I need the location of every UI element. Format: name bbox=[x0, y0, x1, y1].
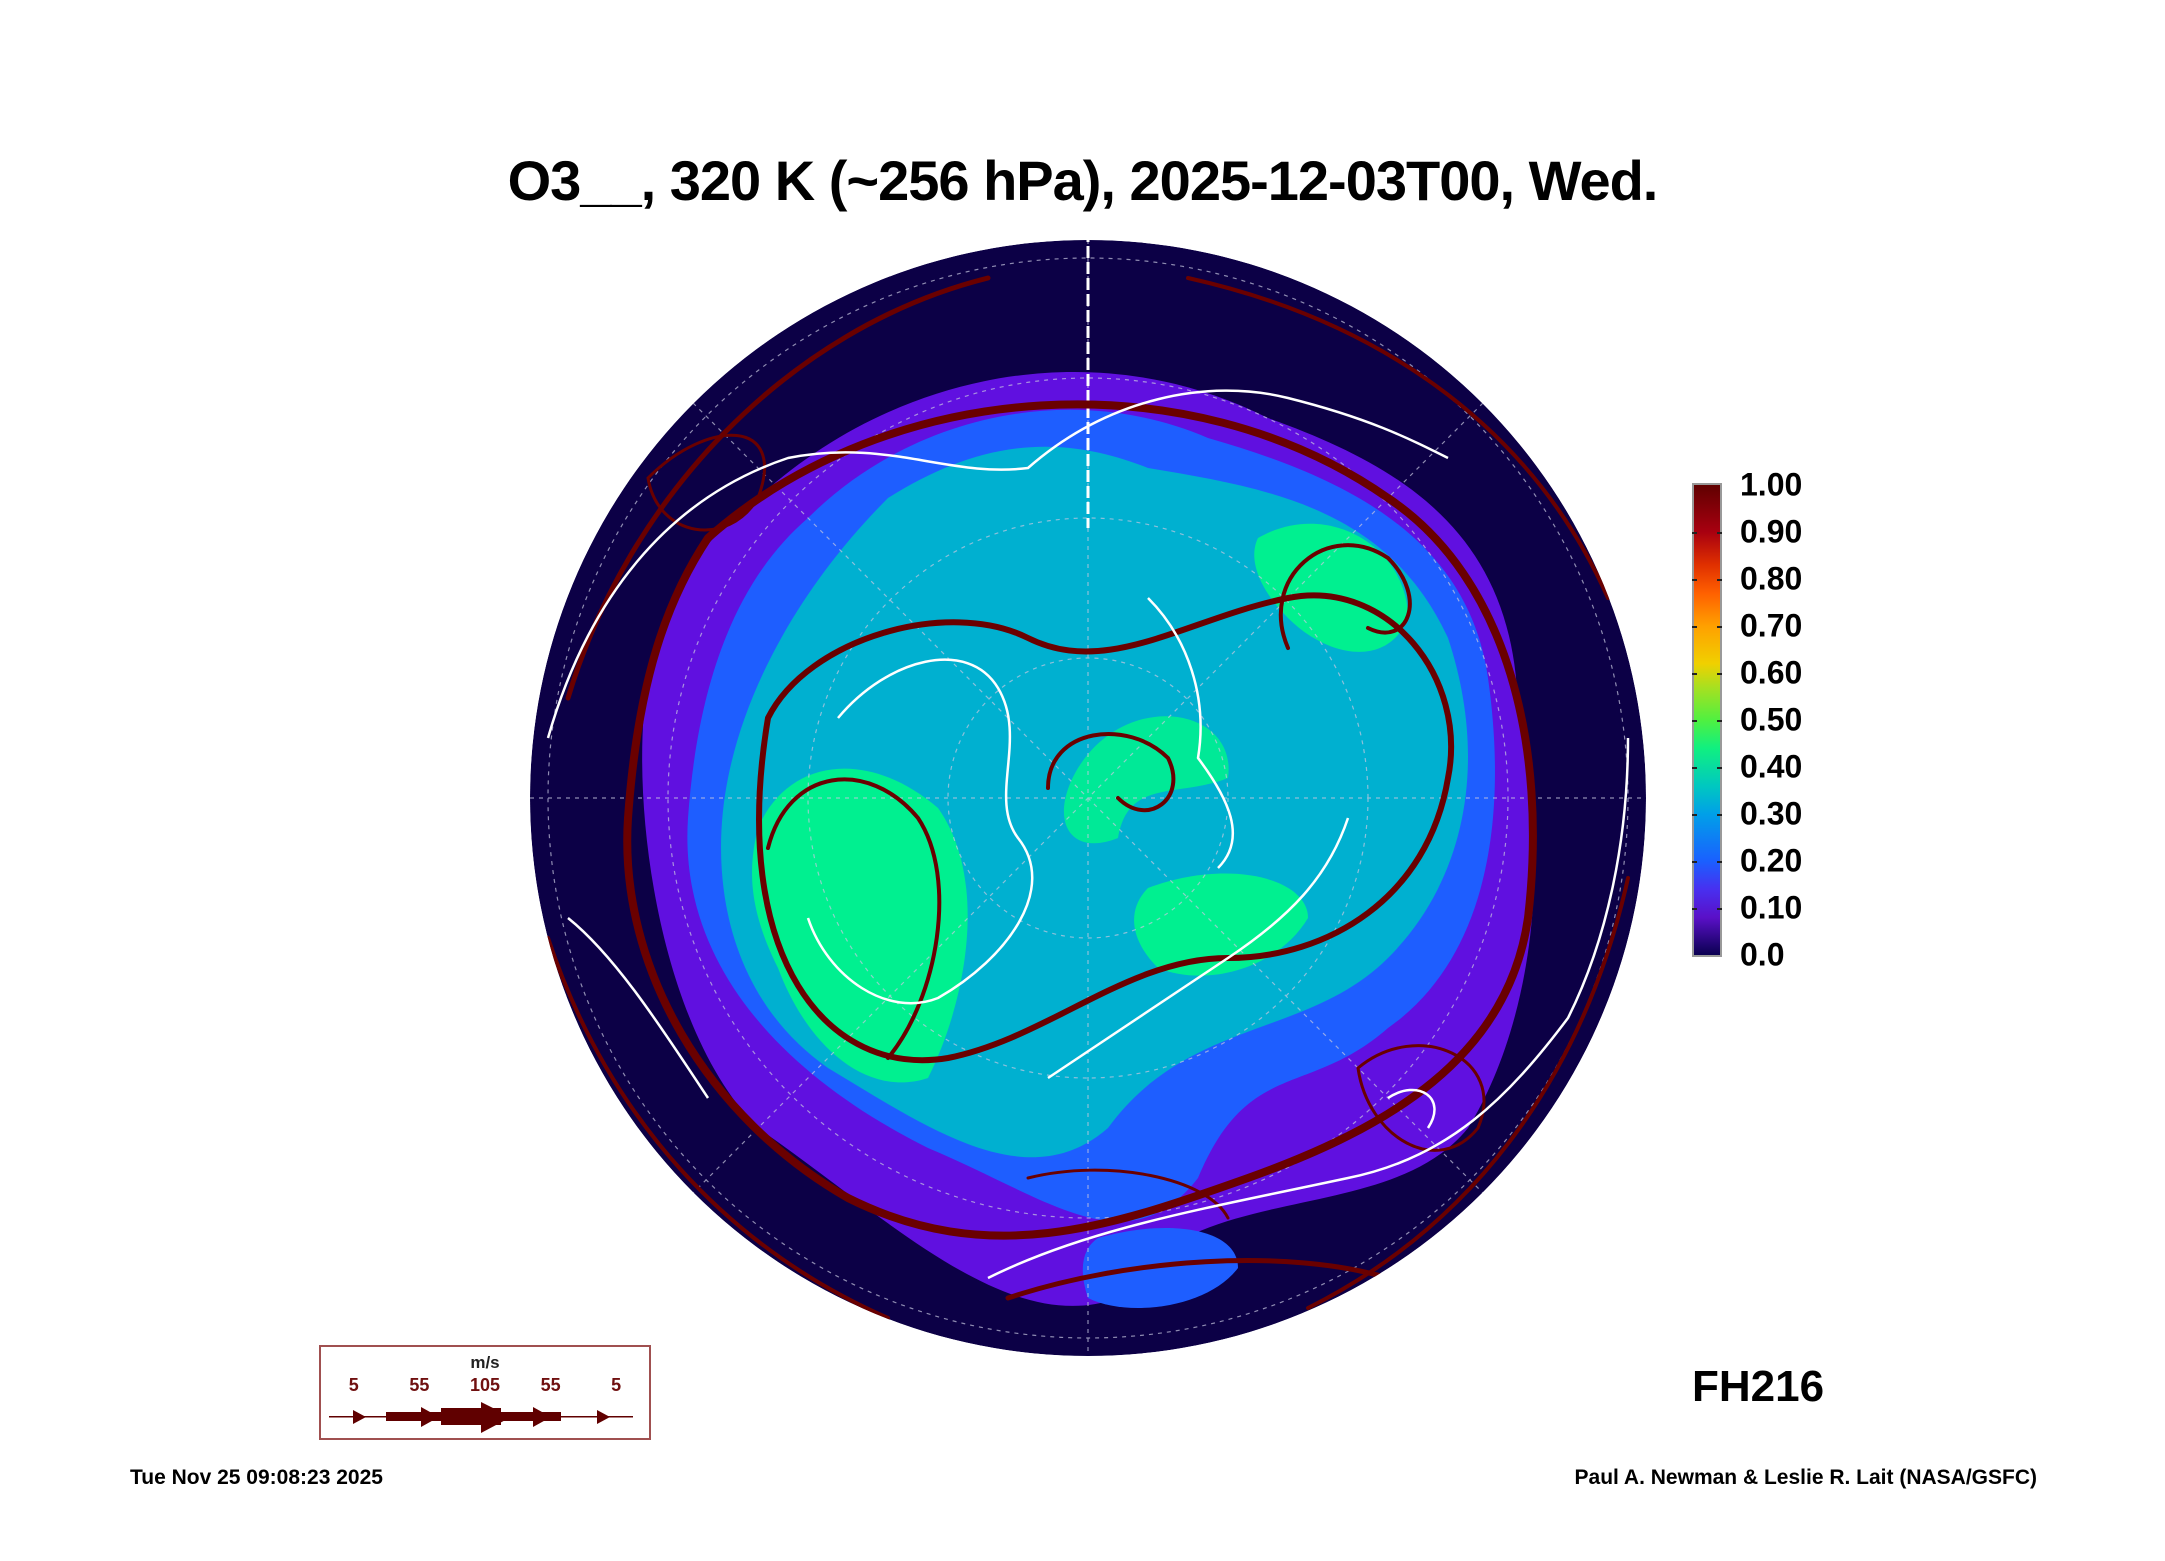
colorbar-tick bbox=[1692, 673, 1722, 675]
wind-unit-label: m/s bbox=[470, 1353, 500, 1372]
colorbar-tick-label: 0.80 bbox=[1740, 560, 1803, 597]
colorbar-tick bbox=[1692, 720, 1722, 722]
polar-map bbox=[530, 240, 1646, 1356]
colorbar-tick-label: 0.50 bbox=[1740, 701, 1803, 738]
colorbar-tick-label: 0.10 bbox=[1740, 889, 1803, 926]
graticule bbox=[530, 240, 1646, 1356]
colorbar-tick bbox=[1692, 767, 1722, 769]
ozone-contour-green-south bbox=[1134, 873, 1308, 976]
colorbar-tick bbox=[1692, 626, 1722, 628]
colorbar-tick bbox=[1692, 579, 1722, 581]
chart-title: O3__, 320 K (~256 hPa), 2025-12-03T00, W… bbox=[507, 149, 1659, 212]
coastlines bbox=[546, 389, 1630, 1280]
colorbar-tick bbox=[1692, 814, 1722, 816]
colorbar-tick-label: 1.00 bbox=[1740, 466, 1803, 503]
speed-label: 55 bbox=[409, 1375, 430, 1395]
colorbar-tick-label: 0.30 bbox=[1740, 795, 1803, 832]
speed-label: 5 bbox=[611, 1375, 622, 1395]
colorbar-tick-label: 0.20 bbox=[1740, 842, 1803, 879]
ozone-contour-green-center bbox=[1063, 716, 1229, 844]
ozone-contour-blue-mediterranean bbox=[1082, 1228, 1238, 1308]
colorbar-tick-label: 0.40 bbox=[1740, 748, 1803, 785]
colorbar-tick bbox=[1692, 861, 1722, 863]
wind-arrow-scale bbox=[329, 1402, 633, 1433]
streamlines bbox=[546, 275, 1630, 1320]
wind-speed-legend: m/s 5 55 105 55 5 bbox=[319, 1345, 651, 1440]
speed-label: 55 bbox=[540, 1375, 561, 1395]
colorbar-tick-label: 0.60 bbox=[1740, 654, 1803, 691]
speed-label: 5 bbox=[348, 1375, 359, 1395]
credit-text: Paul A. Newman & Leslie R. Lait (NASA/GS… bbox=[1574, 1466, 2037, 1489]
generated-timestamp: Tue Nov 25 09:08:23 2025 bbox=[130, 1466, 383, 1489]
speed-label: 105 bbox=[469, 1375, 501, 1395]
ozone-contour-green-east bbox=[1254, 523, 1408, 652]
colorbar-tick bbox=[1692, 908, 1722, 910]
colorbar-tick-label: 0.0 bbox=[1740, 936, 1785, 973]
forecast-hour-label: FH216 bbox=[1692, 1362, 1825, 1411]
colorbar-tick bbox=[1692, 532, 1722, 534]
colorbar-tick-label: 0.90 bbox=[1740, 513, 1803, 550]
colorbar-tick-label: 0.70 bbox=[1740, 607, 1803, 644]
